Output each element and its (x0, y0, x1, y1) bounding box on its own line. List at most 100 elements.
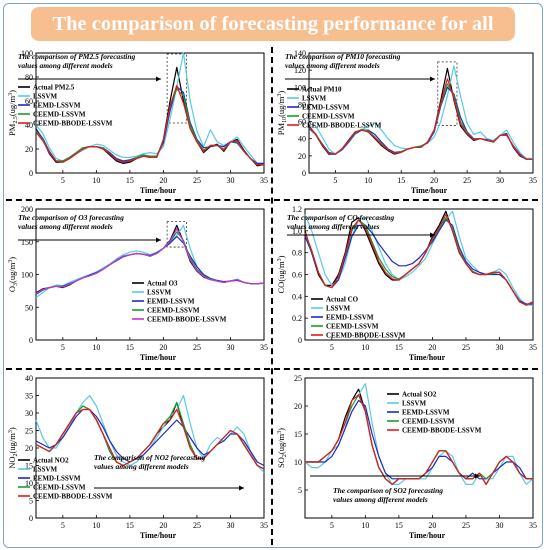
legend-label: CEEMD-LSSVM (302, 113, 355, 121)
y-tick-label: 35 (25, 392, 33, 401)
annotation-text: The comparison of O3 forecasting values a… (18, 213, 124, 231)
series-line-ceemd-bbode-lssvm (304, 213, 534, 306)
legend-label: LSSVM (147, 289, 172, 297)
x-tick-label: 5 (61, 521, 65, 530)
y-tick-label: 60 (25, 97, 33, 106)
annotation-arrowhead (156, 76, 161, 82)
horizontal-divider-1 (6, 199, 538, 201)
legend-label: Actual NO2 (33, 457, 69, 465)
x-tick-label: 20 (159, 176, 167, 185)
annotation-text: The comparison of SO2 forecasting values … (333, 486, 443, 504)
y-tick-label: 80 (298, 100, 306, 109)
y-axis-label: NO2(ug/m3) (7, 427, 19, 469)
chart-o3: 5 10 15 20 25 30 35 0 50 100 150 200 Time/hour O3(ug/… (7, 205, 268, 362)
x-tick-label: 30 (495, 521, 503, 530)
legend-label: EEMD-LSSVM (33, 475, 81, 483)
legend-label: Actual CO (326, 296, 359, 304)
x-axis-label: Time/hour (140, 531, 177, 540)
x-tick-label: 30 (226, 343, 234, 352)
y-tick-label: 0.6 (292, 271, 302, 280)
x-tick-label: 15 (126, 521, 134, 530)
y-tick-label: 0 (29, 336, 33, 345)
x-tick-label: 30 (226, 521, 234, 530)
y-tick-label: 200 (21, 205, 33, 214)
y-tick-label: 150 (21, 238, 33, 247)
chart-so2: 5 10 15 20 25 30 35 5 10 15 20 25 Time/hour SO2(ug/m3… (276, 374, 537, 540)
x-tick-label: 35 (260, 521, 268, 530)
x-tick-label: 35 (260, 176, 268, 185)
y-tick-label: 15 (25, 462, 33, 471)
y-tick-label: 40 (298, 135, 306, 144)
x-tick-label: 25 (193, 176, 201, 185)
x-axis-label: Time/hour (409, 353, 446, 362)
x-tick-label: 5 (61, 343, 65, 352)
legend-label: CEEMD-BBODE-LSSVM (302, 122, 382, 130)
legend-label: Actual PM2.5 (33, 84, 75, 92)
legend-label: CEEMD-LSSVM (33, 484, 86, 492)
y-tick-label: 0.4 (292, 292, 302, 301)
x-tick-label: 5 (333, 176, 337, 185)
x-tick-label: 30 (495, 343, 503, 352)
series-line-eemd-lssvm (304, 219, 533, 305)
legend-label: CEEMD-LSSVM (326, 323, 379, 331)
x-tick-label: 25 (462, 521, 470, 530)
x-tick-label: 5 (61, 176, 65, 185)
legend-label: LSSVM (326, 305, 351, 313)
y-tick-label: 0.8 (292, 249, 302, 258)
legend-label: EEMD-LSSVM (147, 298, 195, 306)
legend-label: Actual PM10 (302, 86, 342, 94)
x-tick-label: 30 (496, 176, 504, 185)
x-tick-label: 15 (397, 176, 405, 185)
x-tick-label: 20 (428, 343, 436, 352)
y-tick-label: 120 (294, 66, 306, 75)
legend-label: EEMD-LSSVM (302, 104, 350, 112)
chart-pm10: 5 10 15 20 25 30 35 0 20 40 60 80 100 120 140 Time/hour… (276, 49, 537, 195)
y-axis-label: PM10(ug/m3) (276, 91, 288, 136)
x-tick-label: 35 (529, 521, 537, 530)
y-tick-label: 10 (25, 479, 33, 488)
x-tick-label: 30 (226, 176, 234, 185)
chart-co: 5 10 15 20 25 30 35 0 0.2 0.4 0.6 0.8 1.0 1.2 Time/hou… (276, 205, 537, 362)
y-tick-label: 20 (294, 402, 302, 411)
x-tick-label: 35 (260, 343, 268, 352)
y-tick-label: 0.2 (292, 314, 302, 323)
x-tick-label: 10 (92, 521, 100, 530)
series-line-ceemd-bbode-lssvm (35, 84, 264, 166)
legend-label: Actual O3 (147, 280, 178, 288)
y-tick-label: 20 (298, 152, 306, 161)
x-tick-label: 10 (361, 521, 369, 530)
figure-title: The comparison of forecasting performanc… (31, 7, 515, 69)
x-tick-label: 10 (361, 343, 369, 352)
highlight-box (166, 53, 187, 124)
x-tick-label: 15 (126, 176, 134, 185)
x-tick-label: 5 (330, 521, 334, 530)
legend-label: CEEMD-LSSVM (147, 307, 200, 315)
y-tick-label: 1.2 (292, 205, 302, 214)
annotation-arrowhead (239, 485, 244, 491)
y-tick-label: 40 (25, 374, 33, 383)
horizontal-divider-2 (6, 368, 538, 370)
legend-label: EEMD-LSSVM (326, 314, 374, 322)
annotation-arrowhead (430, 232, 435, 238)
y-tick-label: 5 (298, 486, 302, 495)
x-tick-label: 35 (529, 343, 537, 352)
y-tick-label: 25 (25, 427, 33, 436)
y-axis-label: O3(ug/m3) (7, 257, 19, 292)
y-tick-label: 5 (29, 497, 33, 506)
x-tick-label: 10 (92, 176, 100, 185)
y-tick-label: 30 (25, 409, 33, 418)
vertical-divider (271, 47, 273, 545)
series-line-ceemd-bbode-lssvm (35, 408, 265, 470)
legend-label: LSSVM (302, 95, 327, 103)
y-axis-label: CO(ug/m3) (276, 255, 286, 293)
x-tick-label: 15 (395, 343, 403, 352)
legend-label: EEMD-LSSVM (33, 102, 81, 110)
legend-label: LSSVM (402, 400, 427, 408)
x-tick-label: 5 (330, 343, 334, 352)
plot-area (35, 52, 265, 174)
annotation-arrowhead (430, 76, 435, 82)
annotation-text: The comparison of CO forecasting values a… (287, 213, 394, 231)
legend-label: CEEMD-LSSVM (402, 418, 455, 426)
y-tick-label: 100 (294, 83, 306, 92)
y-tick-label: 0 (298, 336, 302, 345)
